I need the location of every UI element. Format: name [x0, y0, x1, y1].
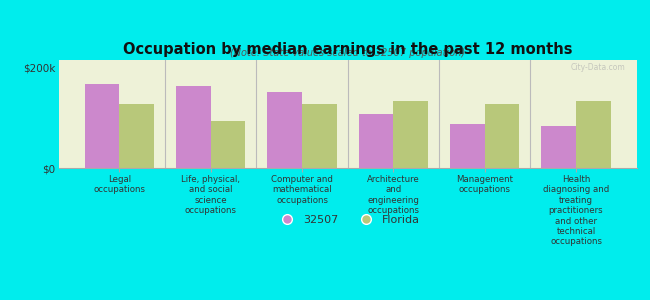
Legend: 32507, Florida: 32507, Florida — [272, 211, 424, 230]
Bar — [176, 86, 211, 168]
Bar — [359, 114, 393, 168]
Bar — [84, 84, 120, 168]
Bar — [393, 101, 428, 168]
Bar — [485, 104, 519, 168]
Title: Occupation by median earnings in the past 12 months: Occupation by median earnings in the pas… — [123, 42, 573, 57]
Bar — [541, 126, 576, 168]
Text: City-Data.com: City-Data.com — [571, 63, 625, 72]
Text: (Note: State values scaled to 32507 population): (Note: State values scaled to 32507 popu… — [230, 48, 465, 58]
Bar — [302, 104, 337, 168]
Bar — [120, 104, 154, 168]
Bar — [211, 121, 246, 168]
Bar — [576, 101, 611, 168]
Bar — [450, 124, 485, 168]
Bar — [267, 92, 302, 168]
